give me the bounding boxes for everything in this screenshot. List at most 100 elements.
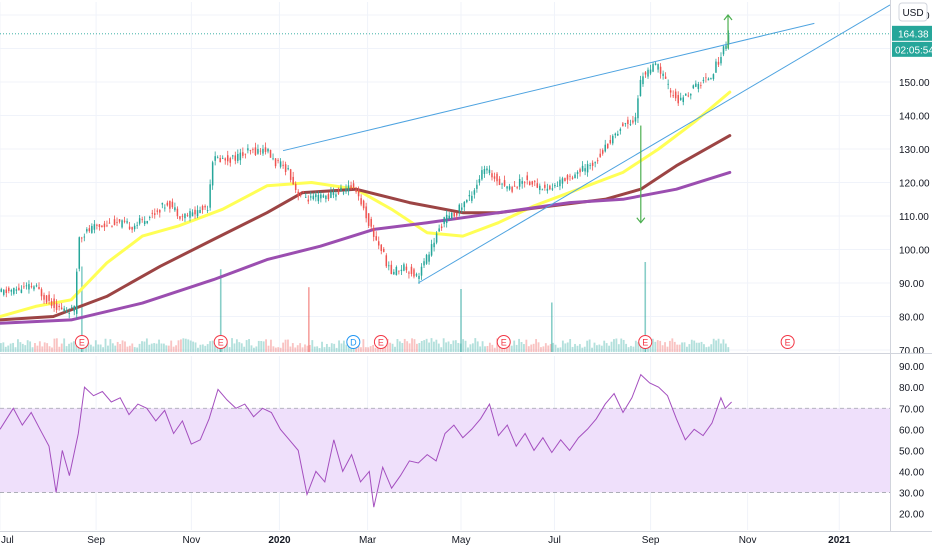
candle-body: [194, 209, 196, 215]
volume-bar: [394, 346, 396, 352]
volume-bar: [111, 343, 114, 352]
currency-button[interactable]: [898, 2, 928, 22]
candle-body: [627, 119, 629, 124]
volume-bar: [243, 346, 246, 352]
volume-bar: [508, 341, 511, 352]
volume-bar: [107, 345, 109, 352]
volume-bar: [162, 343, 165, 352]
volume-bar: [14, 347, 17, 352]
volume-bar: [214, 345, 216, 352]
candle-body: [33, 286, 35, 290]
volume-bar: [277, 347, 280, 352]
candle-body: [685, 93, 687, 96]
candle-body: [473, 190, 476, 195]
earnings-marker[interactable]: [780, 335, 795, 349]
candle-body: [96, 224, 98, 226]
candle-body: [146, 221, 148, 224]
candle-body: [156, 210, 159, 212]
volume-bar: [180, 339, 182, 352]
candle-body: [546, 188, 549, 191]
volume-bar: [228, 347, 231, 352]
volume-bar: [184, 338, 187, 352]
volume-bar: [576, 345, 579, 352]
candle-body: [418, 275, 420, 279]
dividend-marker[interactable]: [346, 335, 361, 349]
candle-body: [15, 289, 18, 291]
candle-body: [466, 199, 468, 203]
volume-bar: [29, 341, 32, 352]
volume-bar: [24, 345, 27, 352]
volume-bar: [496, 338, 499, 352]
candle-body: [468, 195, 471, 197]
candle-body: [169, 200, 171, 209]
volume-bar: [488, 342, 491, 352]
volume-bar: [172, 346, 175, 352]
candle-body: [60, 307, 63, 310]
volume-spike: [219, 269, 222, 352]
candle-body: [159, 210, 161, 213]
volume-bar: [252, 347, 255, 352]
volume-bar: [501, 347, 503, 352]
volume-bar: [7, 345, 10, 352]
candle-body: [103, 223, 106, 228]
candle-body: [710, 78, 712, 80]
candle-body: [443, 217, 445, 224]
candle-body: [73, 305, 75, 312]
candle-body: [544, 184, 546, 188]
candle-body: [644, 72, 647, 75]
volume-bar: [671, 338, 674, 352]
volume-bar: [133, 347, 136, 352]
volume-bar: [693, 340, 696, 352]
candle-body: [715, 61, 717, 73]
volume-bar: [715, 340, 718, 352]
volume-bar: [175, 345, 177, 352]
candle-body: [521, 181, 523, 184]
earnings-marker[interactable]: [373, 335, 388, 349]
earnings-marker[interactable]: [74, 335, 89, 349]
trendline[interactable]: [282, 22, 815, 152]
volume-bar: [260, 341, 263, 352]
candle-body: [393, 271, 395, 275]
volume-bar: [593, 342, 596, 352]
candle-body: [108, 222, 111, 224]
earnings-marker[interactable]: [213, 335, 228, 349]
candle-body: [433, 242, 435, 248]
candle-body: [25, 285, 28, 287]
candle-body: [297, 191, 299, 197]
volume-bar: [333, 343, 336, 352]
volume-bar: [94, 340, 97, 352]
candle-body: [428, 254, 430, 262]
volume-bar: [68, 343, 70, 352]
volume-bar: [197, 347, 199, 352]
volume-bar: [26, 340, 29, 352]
volume-bar: [690, 339, 693, 352]
earnings-marker[interactable]: [638, 335, 653, 349]
candle-body: [408, 272, 410, 274]
volume-bar: [177, 340, 180, 352]
marker-label: E: [642, 338, 648, 348]
volume-bar: [678, 344, 681, 352]
volume-bar: [92, 346, 95, 352]
volume-bar: [338, 340, 340, 352]
volume-bar: [255, 346, 258, 352]
candle-body: [330, 191, 332, 198]
candle-body: [154, 213, 156, 215]
volume-bar: [727, 347, 730, 352]
earnings-marker[interactable]: [496, 335, 511, 349]
price-tick-label: 70.00: [899, 346, 924, 357]
candle-body: [413, 269, 415, 277]
trendline[interactable]: [418, 4, 891, 284]
volume-bar: [345, 344, 348, 352]
volume-bar: [165, 345, 168, 352]
candle-body: [594, 162, 596, 164]
marker-label: E: [79, 338, 85, 348]
volume-bar: [634, 340, 637, 352]
candle-body: [229, 158, 232, 163]
candle-body: [315, 194, 317, 198]
volume-bar: [65, 346, 68, 352]
volume-bar: [557, 347, 559, 352]
candle-body: [30, 286, 33, 288]
volume-bar: [233, 343, 236, 352]
volume-bar: [396, 339, 399, 352]
